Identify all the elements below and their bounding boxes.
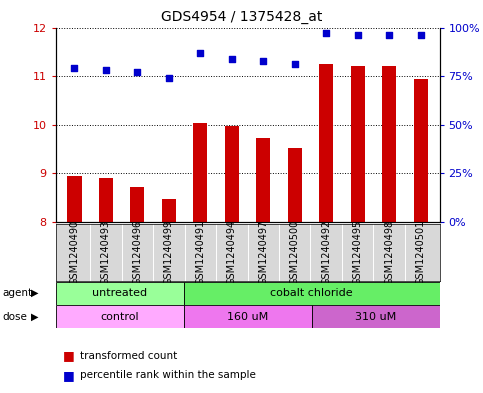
Point bbox=[102, 67, 110, 73]
Text: ■: ■ bbox=[63, 369, 74, 382]
Bar bbox=[56, 305, 184, 328]
Point bbox=[291, 61, 298, 68]
Text: ▶: ▶ bbox=[31, 288, 39, 298]
Bar bbox=[312, 305, 440, 328]
Point bbox=[71, 65, 78, 72]
Text: 160 uM: 160 uM bbox=[227, 312, 268, 322]
Bar bbox=[351, 66, 365, 222]
Text: GSM1240496: GSM1240496 bbox=[132, 220, 142, 285]
Text: GSM1240499: GSM1240499 bbox=[164, 220, 174, 285]
Text: GSM1240492: GSM1240492 bbox=[321, 220, 331, 285]
Text: agent: agent bbox=[2, 288, 32, 298]
Bar bbox=[67, 176, 82, 222]
Point bbox=[197, 50, 204, 56]
Text: GSM1240495: GSM1240495 bbox=[353, 220, 363, 285]
Bar bbox=[184, 282, 440, 305]
Bar bbox=[130, 187, 144, 222]
Point bbox=[385, 32, 393, 39]
Text: GSM1240497: GSM1240497 bbox=[258, 220, 268, 285]
Text: GSM1240491: GSM1240491 bbox=[195, 220, 205, 285]
Text: cobalt chloride: cobalt chloride bbox=[270, 288, 353, 298]
Bar bbox=[184, 305, 312, 328]
Text: untreated: untreated bbox=[92, 288, 147, 298]
Text: transformed count: transformed count bbox=[80, 351, 177, 361]
Text: GSM1240493: GSM1240493 bbox=[101, 220, 111, 285]
Text: percentile rank within the sample: percentile rank within the sample bbox=[80, 370, 256, 380]
Bar bbox=[162, 199, 176, 222]
Bar bbox=[225, 126, 239, 222]
Bar bbox=[99, 178, 113, 222]
Point bbox=[354, 32, 362, 39]
Point bbox=[133, 69, 141, 75]
Point bbox=[165, 75, 173, 81]
Point bbox=[259, 57, 267, 64]
Point bbox=[228, 55, 236, 62]
Text: control: control bbox=[100, 312, 139, 322]
Bar bbox=[288, 148, 302, 222]
Bar bbox=[413, 79, 428, 222]
Text: GSM1240501: GSM1240501 bbox=[416, 220, 426, 285]
Bar bbox=[256, 138, 270, 222]
Text: GSM1240500: GSM1240500 bbox=[290, 220, 300, 285]
Point bbox=[322, 30, 330, 37]
Point bbox=[417, 32, 425, 39]
Bar bbox=[382, 66, 396, 222]
Bar bbox=[319, 64, 333, 222]
Text: GSM1240490: GSM1240490 bbox=[70, 220, 79, 285]
Text: GDS4954 / 1375428_at: GDS4954 / 1375428_at bbox=[161, 10, 322, 24]
Text: GSM1240498: GSM1240498 bbox=[384, 220, 394, 285]
Text: ▶: ▶ bbox=[31, 312, 39, 322]
Bar bbox=[56, 282, 184, 305]
Text: ■: ■ bbox=[63, 349, 74, 362]
Text: GSM1240494: GSM1240494 bbox=[227, 220, 237, 285]
Bar bbox=[193, 123, 207, 222]
Text: 310 uM: 310 uM bbox=[355, 312, 396, 322]
Text: dose: dose bbox=[2, 312, 28, 322]
